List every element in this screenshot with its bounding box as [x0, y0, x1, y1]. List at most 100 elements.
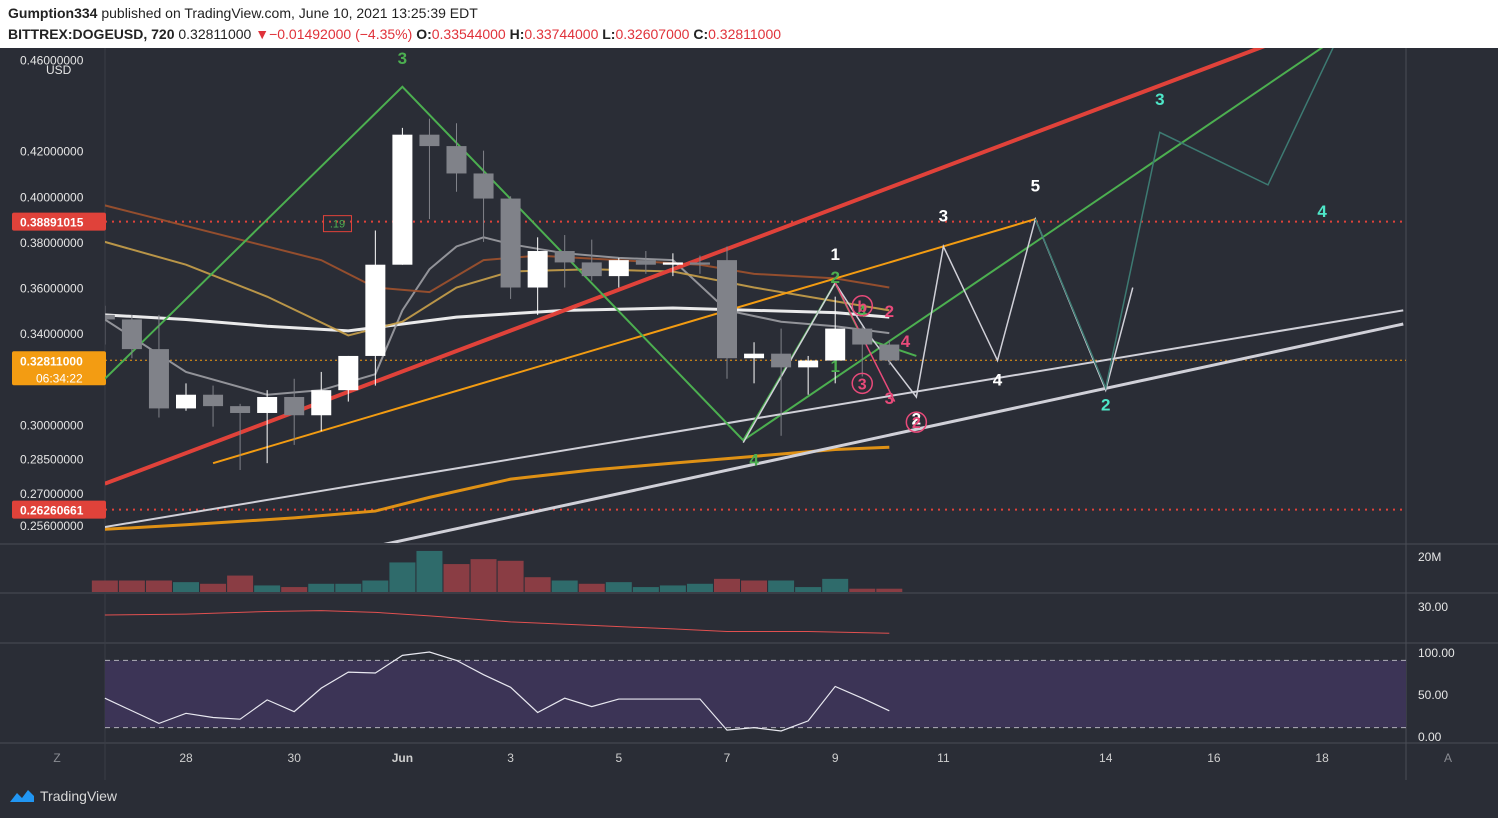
volume-bar: [254, 585, 281, 592]
trend-line[interactable]: [348, 322, 1404, 552]
candle-body[interactable]: [230, 406, 251, 413]
candle-body[interactable]: [473, 173, 494, 199]
trend-line[interactable]: [105, 309, 1404, 529]
candle-body[interactable]: [662, 262, 683, 265]
wave-label: 4: [858, 302, 868, 321]
volume-bar: [741, 580, 768, 592]
tradingview-brand: TradingView: [40, 788, 118, 804]
volume-bar: [227, 575, 254, 592]
candle-body[interactable]: [392, 134, 413, 265]
trend-line[interactable]: [105, 37, 1290, 486]
candle-body[interactable]: [879, 344, 900, 361]
candle-body[interactable]: [365, 264, 386, 356]
volume-bar: [659, 585, 686, 592]
high-label: H:: [509, 26, 525, 42]
y-tick-label: 0.38000000: [20, 236, 84, 250]
volume-bar: [795, 587, 822, 592]
currency-label: USD: [46, 63, 72, 77]
candle-body[interactable]: [121, 319, 142, 350]
volume-bar: [362, 580, 389, 592]
price-level-tag: [12, 500, 106, 519]
candle-body[interactable]: [176, 394, 196, 409]
rsi-axis-label: 0.00: [1418, 730, 1442, 744]
volume-bar: [876, 588, 903, 592]
elliott-wave-path[interactable]: [1034, 37, 1338, 391]
x-tick-label: 18: [1315, 751, 1329, 765]
candle-body[interactable]: [338, 355, 359, 391]
change-value: −0.01492000 (−4.35%): [269, 26, 413, 42]
volume-bar: [849, 588, 876, 592]
wave-label: 4: [901, 332, 911, 351]
x-tick-label: 14: [1099, 751, 1113, 765]
volume-bar: [91, 580, 118, 592]
candle-body[interactable]: [581, 262, 602, 277]
moving-average-line: [105, 204, 890, 294]
volume-bar: [308, 583, 335, 592]
candle-body[interactable]: [419, 134, 440, 147]
candle-body[interactable]: [311, 390, 332, 416]
y-tick-label: 0.34000000: [20, 327, 84, 341]
wave-label: 3: [398, 49, 407, 68]
candle-body[interactable]: [771, 353, 792, 368]
volume-bar: [578, 583, 605, 592]
candle-body[interactable]: [203, 394, 224, 407]
wave-label: 3: [1155, 90, 1164, 109]
candle-body[interactable]: [798, 360, 819, 368]
volume-bar: [118, 580, 145, 592]
candle-body[interactable]: [852, 328, 873, 345]
candle-body[interactable]: [635, 260, 656, 265]
candle-body[interactable]: [95, 314, 115, 320]
price-level-tag: [12, 351, 106, 386]
trend-line[interactable]: [212, 218, 1036, 465]
low-label: L:: [602, 26, 616, 42]
candle-body[interactable]: [257, 397, 278, 413]
volume-bar: [470, 559, 497, 592]
volume-bar: [524, 577, 551, 592]
symbol-label[interactable]: BITTREX:DOGEUSD, 720: [8, 26, 175, 42]
wave-label: 2: [830, 268, 839, 287]
candle-body[interactable]: [148, 349, 169, 409]
annotation-box: [322, 215, 352, 233]
volume-bar: [173, 582, 199, 592]
open-label: O:: [416, 26, 432, 42]
candle-body[interactable]: [527, 251, 548, 288]
candle-body[interactable]: [825, 328, 846, 361]
candle-body[interactable]: [744, 353, 765, 359]
y-tick-label: 0.28500000: [20, 453, 84, 467]
rsi-axis-label: 100.00: [1418, 646, 1455, 660]
candle-body[interactable]: [446, 146, 467, 174]
x-tick-label: 11: [937, 751, 950, 765]
close-label: C:: [693, 26, 709, 42]
tradingview-logo[interactable]: TradingView: [8, 788, 117, 804]
footer-bar: [0, 780, 1498, 818]
volume-bar: [605, 582, 632, 592]
volume-bar: [443, 564, 470, 592]
volume-bar: [389, 562, 416, 592]
y-tick-label: 0.40000000: [20, 190, 84, 204]
published-text: published on TradingView.com, June 10, 2…: [101, 5, 478, 21]
candle-body[interactable]: [717, 260, 737, 359]
volume-bar: [822, 578, 849, 592]
price-level-label: 0.26260661: [20, 504, 84, 518]
x-tick-label: 28: [179, 751, 193, 765]
candle-body[interactable]: [608, 260, 629, 277]
axis-corner-left: Z: [53, 751, 60, 765]
candle-body[interactable]: [284, 397, 305, 416]
x-tick-label: 7: [724, 751, 731, 765]
high-value: 0.33744000: [524, 26, 599, 42]
trend-line[interactable]: [742, 37, 1338, 442]
author-name[interactable]: Gumption334: [8, 5, 98, 21]
volume-axis-label: 20M: [1418, 550, 1441, 564]
elliott-wave-path[interactable]: [742, 216, 1134, 444]
rsi-line: [104, 651, 890, 732]
price-level-label: 0.38891015: [20, 216, 84, 230]
volume-bar: [416, 550, 443, 592]
volume-bar: [768, 580, 795, 592]
candle-body[interactable]: [554, 251, 575, 263]
wave-label: 2: [912, 409, 921, 428]
moving-average-line: [105, 306, 890, 333]
price-level-label: 0.32811000: [20, 354, 83, 368]
candle-body[interactable]: [689, 262, 710, 265]
candle-body[interactable]: [500, 198, 521, 288]
